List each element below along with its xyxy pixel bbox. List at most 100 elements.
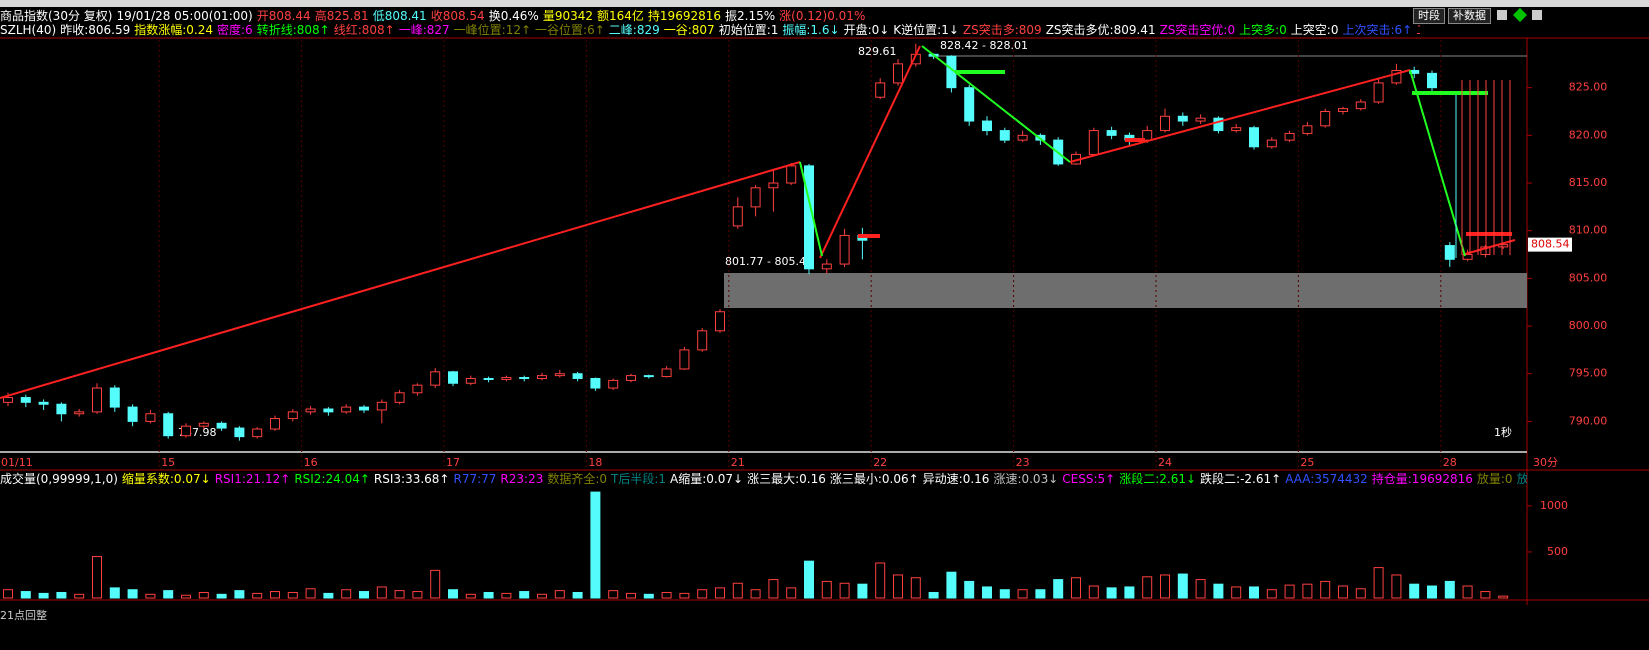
indicator-text: RSI1:21.12↑ [214, 472, 291, 486]
indicator-text: 一谷位置:6↑ [535, 23, 605, 37]
indicator-text: 密度:6 [217, 23, 253, 37]
indicator-text: 开盘:0↓ [843, 23, 890, 37]
volume-bar [661, 591, 672, 599]
volume-bar [1017, 589, 1028, 599]
indicator-text: 放量涨:0 [1516, 472, 1527, 486]
candle-body [999, 130, 1010, 141]
x-tick-label: 24 [1158, 456, 1172, 469]
indicator-text: 19/01/28 05:00(01:00) [116, 9, 253, 23]
volume-indicator-line: 成交量(0,99999,1,0) 缩量系数:0.07↓ RSI1:21.12↑ RSI… [0, 472, 1527, 486]
volume-bar [56, 591, 67, 599]
indicator-text: 振2.15% [725, 9, 776, 23]
candle-body [56, 403, 67, 415]
indicator-text: 二峰:829 [608, 23, 660, 37]
volume-bar [234, 590, 245, 599]
volume-bar [163, 590, 174, 599]
volume-bar [786, 587, 797, 599]
candle-body [145, 413, 156, 422]
indicator-text: RSI3:33.68↑ [373, 472, 450, 486]
volume-bar [946, 571, 957, 599]
indicator-text: 上突空:0 [1290, 23, 1339, 37]
indicator-text: CESS:5↑ [1062, 472, 1116, 486]
candle-body [74, 411, 85, 415]
candle-body [537, 375, 547, 379]
candle-body [1284, 132, 1295, 141]
button[interactable]: 补数据 [1448, 8, 1491, 24]
candle-body [109, 387, 120, 408]
price-tag [1528, 237, 1572, 252]
trend-line [1069, 69, 1411, 163]
tab-strip [0, 0, 1649, 7]
volume-bar [964, 580, 975, 599]
volume-bar [287, 591, 298, 599]
indicator-text: 上次突击:6↑ [1342, 23, 1413, 37]
x-tick-label: 23 [1016, 456, 1030, 469]
indicator-text: ZS突击空优:0 [1159, 23, 1236, 37]
candle-body [590, 377, 601, 389]
volume-bar [252, 592, 263, 599]
volume-bar [1177, 573, 1188, 599]
y-tick-label: 795.00 [1569, 367, 1608, 380]
candle-body [1249, 127, 1259, 148]
indicator-text: 收808.54 [430, 9, 485, 23]
indicator-text: ZS突击多优:809.41 [1045, 23, 1156, 37]
indicator-text: 低808.41 [372, 9, 427, 23]
indicator-text: 一峰位置:12↑ [453, 23, 532, 37]
indicator-text: 额164亿 [597, 9, 644, 23]
indicator-text: 线红:808↑ [333, 23, 395, 37]
volume-bar [270, 591, 280, 599]
indicator-text: 转折线:808↑ [256, 23, 330, 37]
candle-body [323, 408, 334, 413]
volume-bar [1071, 577, 1081, 599]
volume-bar [715, 587, 725, 599]
icon[interactable] [1512, 7, 1528, 23]
volume-bar [1142, 576, 1153, 599]
candle-body [1480, 246, 1491, 256]
volume-bar [109, 587, 120, 599]
candle-body [483, 377, 494, 380]
candle-body [875, 82, 886, 98]
volume-bar [626, 592, 636, 599]
indicator-text: T后半段:1 [611, 472, 667, 486]
volume-bar [572, 591, 583, 599]
volume-bar [1373, 567, 1384, 599]
volume-bar [1053, 579, 1064, 599]
volume-bar [519, 591, 530, 599]
volume-bar [92, 556, 102, 599]
candle-body [234, 427, 245, 438]
x-tick-label: 16 [304, 456, 318, 469]
indicator-text: 放量:0 [1476, 472, 1513, 486]
y-tick-label: 815.00 [1569, 176, 1608, 189]
x-tick-label: 21 [731, 456, 745, 469]
candle-body [412, 384, 423, 394]
volume-bar [1409, 583, 1420, 599]
icon[interactable] [1532, 10, 1542, 20]
signal-lines [1461, 80, 1511, 255]
v-tick-label: 500 [1547, 545, 1568, 558]
volume-bar [1035, 589, 1046, 599]
volume-bar [127, 589, 138, 599]
volume-bar [697, 589, 708, 599]
volume-bar [1160, 574, 1170, 599]
candle-body [465, 377, 476, 384]
x-tick-label: 01/11 [1, 456, 33, 469]
candle-body [732, 206, 743, 227]
candle-body [92, 387, 102, 413]
icon[interactable] [1497, 10, 1507, 20]
indicator-text: 成交量(0,99999,1,0) [0, 472, 118, 486]
volume-bar [430, 569, 441, 599]
indicator-text: 涨速:0.03↓ [993, 472, 1059, 486]
volume-bar [643, 593, 654, 599]
candle-body [519, 377, 530, 380]
y-tick-label: 820.00 [1569, 128, 1608, 141]
candle-body [643, 375, 654, 378]
volume-bar [1480, 591, 1491, 599]
volume-bar [1338, 585, 1348, 599]
y-tick-label: 805.00 [1569, 271, 1608, 284]
volume-bar [341, 589, 352, 599]
volume-bar [857, 583, 868, 599]
button[interactable]: 时段 [1413, 8, 1445, 24]
volume-bar [483, 591, 494, 599]
candle-body [1106, 130, 1117, 136]
volume-bar [928, 591, 939, 599]
